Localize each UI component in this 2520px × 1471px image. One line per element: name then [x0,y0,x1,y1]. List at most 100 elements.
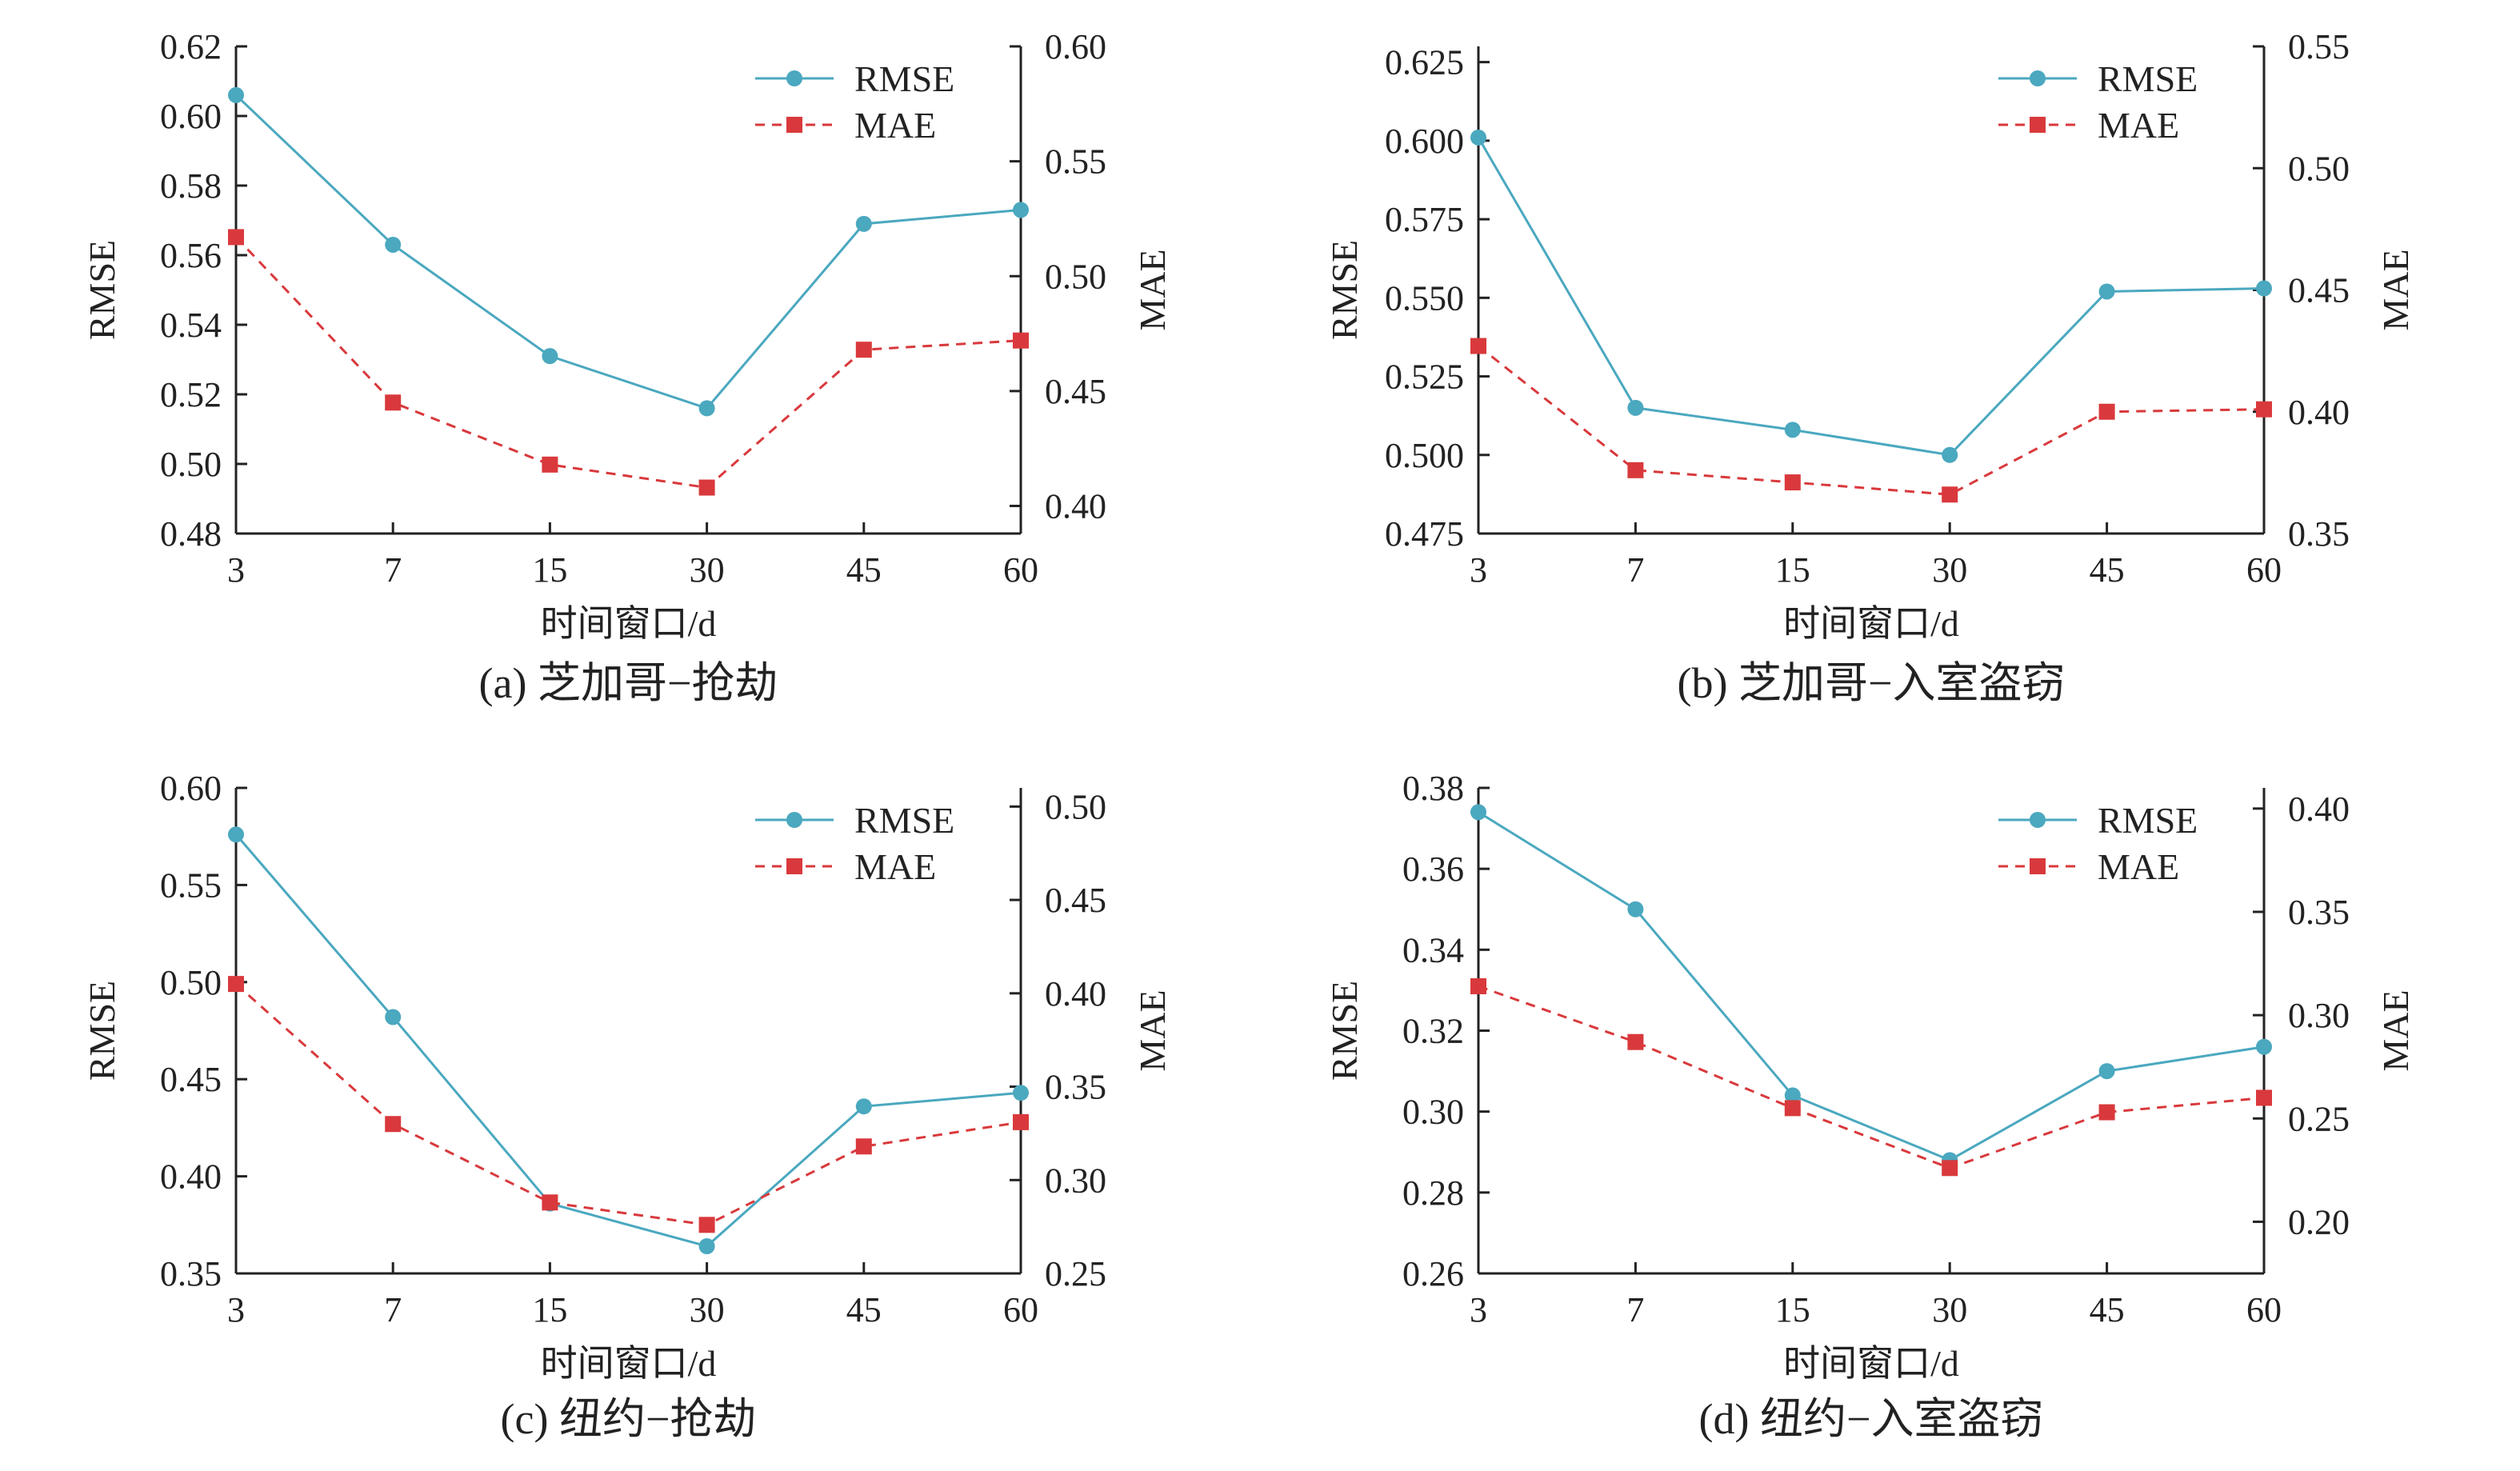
data-point-rmse [1470,804,1486,821]
x-tick-label: 30 [690,550,725,590]
data-point-rmse [1627,399,1644,416]
data-point-mae [2098,1104,2115,1121]
y-tick-label-left: 0.50 [160,963,222,1002]
data-point-mae [228,229,244,246]
y-tick-label-right: 0.40 [2288,393,2350,432]
y-tick-label-right: 0.40 [1045,974,1106,1013]
data-point-mae [2256,401,2272,418]
chart-panel-4: 3 7 15 30 45 60 0.26 0.28 0.30 0.32 0.34 0.36 0.38 0.… [1324,769,2416,1443]
y-tick-label-right: 0.50 [2288,149,2350,188]
series-line-rmse [1477,137,2265,457]
y-axis-title-right: MAE [2375,249,2416,330]
y-tick-label-left: 0.28 [1402,1173,1464,1213]
y-tick-label-right: 0.45 [1045,372,1106,411]
x-tick-label: 60 [1003,550,1038,590]
y-tick-label-right: 0.40 [2288,789,2350,829]
data-point-rmse [385,1009,402,1025]
x-tick-label: 15 [532,550,567,590]
y-tick-label-left: 0.600 [1385,122,1464,161]
y-tick-label-right: 0.35 [2288,893,2350,932]
x-tick-label: 60 [2246,1290,2282,1329]
data-point-rmse [228,826,244,843]
y-tick-label-right: 0.20 [2288,1202,2350,1241]
y-axis-title-right: MAE [1132,249,1173,330]
series-line-rmse [1478,811,2265,1162]
legend-label-rmse: RMSE [854,800,954,841]
y-tick-label-left: 0.62 [160,27,222,66]
series-line-mae [1478,985,2265,1169]
x-tick-label: 30 [1932,1290,1967,1329]
x-tick-label: 3 [1470,550,1487,590]
legend-marker-mae [786,858,802,874]
legend-marker-rmse [786,70,802,86]
y-tick-label-left: 0.56 [160,236,222,275]
data-point-mae [1784,474,1801,491]
y-tick-label-left: 0.55 [160,865,222,905]
data-point-mae [228,976,244,993]
legend-marker-rmse [786,812,802,828]
x-tick-label: 7 [384,550,402,590]
data-point-mae [698,479,715,496]
x-tick-label: 3 [1470,1290,1487,1329]
data-point-rmse [1013,1085,1029,1101]
y-tick-label-left: 0.60 [160,97,222,136]
panel-caption: (d) 纽约−入室盗窃 [1699,1395,2044,1443]
y-tick-label-left: 0.48 [160,514,222,554]
y-tick-label-right: 0.45 [1045,881,1106,920]
x-tick-label: 15 [1775,1290,1810,1329]
data-point-rmse [2256,280,2272,297]
panel-caption: (c) 纽约−抢劫 [501,1395,757,1443]
data-point-rmse [2256,1038,2272,1055]
legend-marker-rmse [2030,70,2046,86]
y-tick-label-left: 0.38 [1402,769,1464,808]
x-tick-label: 7 [1626,1290,1644,1329]
y-tick-label-right: 0.55 [1045,142,1106,182]
data-point-rmse [228,86,244,103]
data-point-mae [1627,462,1644,478]
y-axis-title-left: RMSE [1324,240,1365,340]
legend-label-mae: MAE [854,105,936,146]
x-tick-label: 60 [1003,1290,1038,1329]
legend-marker-mae [2030,117,2046,133]
x-axis-title: 时间窗口/d [541,1343,717,1384]
data-point-rmse [385,236,402,253]
data-point-mae [855,1138,872,1155]
y-tick-label-right: 0.55 [2288,27,2350,66]
y-tick-label-left: 0.625 [1385,43,1464,82]
legend-label-rmse: RMSE [2098,58,2198,99]
data-point-mae [855,342,872,358]
y-tick-label-left: 0.34 [1402,930,1464,969]
y-tick-label-right: 0.50 [1045,787,1106,826]
data-point-mae [542,1194,558,1211]
data-point-mae [698,1217,715,1233]
y-axis-title-right: MAE [2375,989,2416,1071]
data-point-mae [385,394,402,411]
x-tick-label: 15 [532,1290,567,1329]
data-point-mae [1942,486,1958,503]
data-point-rmse [698,1238,715,1255]
data-point-mae [1470,338,1486,354]
y-axis-title-left: RMSE [82,981,122,1081]
y-tick-label-left: 0.60 [160,769,222,808]
legend-label-rmse: RMSE [854,58,954,99]
x-tick-label: 45 [2090,550,2125,590]
y-tick-label-left: 0.500 [1385,436,1464,475]
x-tick-label: 45 [846,550,882,590]
y-tick-label-left: 0.40 [160,1157,222,1197]
y-tick-label-left: 0.550 [1385,278,1464,318]
y-tick-label-left: 0.575 [1385,200,1464,239]
x-tick-label: 30 [1932,550,1967,590]
data-point-rmse [1013,202,1029,218]
y-tick-label-left: 0.54 [160,306,222,345]
data-point-mae [1470,977,1486,994]
data-point-mae [2098,403,2115,420]
y-tick-label-left: 0.32 [1402,1012,1464,1051]
y-tick-label-right: 0.25 [1045,1254,1106,1293]
data-point-rmse [2098,283,2115,300]
x-tick-label: 45 [2090,1290,2125,1329]
data-point-mae [385,1116,402,1133]
series-line-mae [234,236,1022,490]
panel-caption: (b) 芝加哥−入室盗窃 [1678,659,2066,707]
x-tick-label: 3 [227,550,245,590]
